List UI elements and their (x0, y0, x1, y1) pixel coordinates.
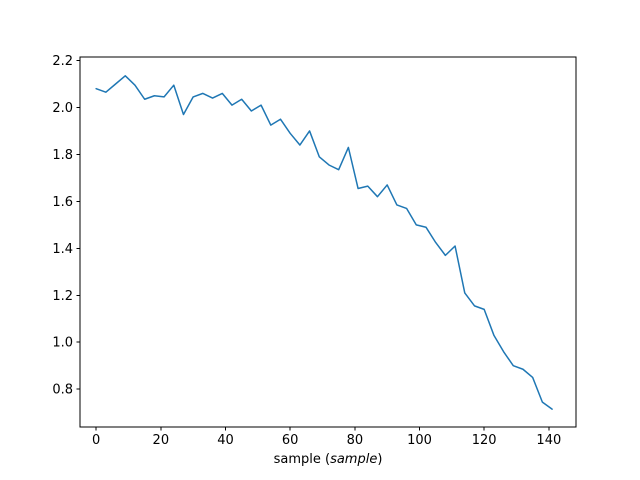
y-tick-label: 2.2 (52, 54, 73, 69)
y-tick-label: 1.0 (52, 336, 73, 351)
y-tick-label: 0.8 (52, 383, 73, 398)
y-tick-label: 1.8 (52, 148, 73, 163)
x-tick-label: 100 (407, 433, 432, 448)
y-tick-label: 1.4 (52, 242, 73, 257)
data-line (95, 75, 553, 410)
plot-border (79, 56, 577, 428)
y-tick-label: 1.6 (52, 195, 73, 210)
x-axis-label: sample (sample) (80, 451, 576, 469)
x-tick-label: 140 (536, 433, 561, 448)
x-tick-label: 120 (472, 433, 497, 448)
x-tick-label: 60 (282, 433, 299, 448)
x-tick-label: 0 (92, 433, 100, 448)
y-tick-label: 2.0 (52, 101, 73, 116)
x-tick-label: 40 (217, 433, 234, 448)
x-tick-label: 80 (347, 433, 364, 448)
x-axis-label-text: sample ( (273, 452, 331, 467)
x-axis-label-close: ) (377, 452, 383, 467)
x-tick-label: 20 (153, 433, 170, 448)
y-tick-label: 1.2 (52, 289, 73, 304)
x-axis-label-italic: sample (330, 452, 378, 467)
